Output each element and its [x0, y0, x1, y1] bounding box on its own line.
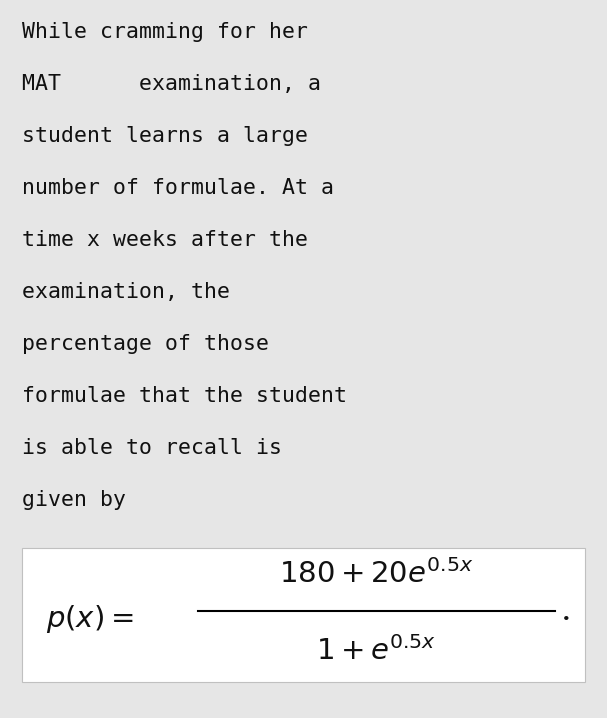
Text: .: . [561, 595, 571, 628]
Text: formulae that the student: formulae that the student [22, 386, 347, 406]
Text: given by: given by [22, 490, 126, 510]
Text: $p(x) =$: $p(x) =$ [46, 602, 134, 635]
Text: $1 + e^{0.5x}$: $1 + e^{0.5x}$ [316, 636, 436, 666]
Text: $180 + 20e^{0.5x}$: $180 + 20e^{0.5x}$ [279, 559, 473, 589]
Text: number of formulae. At a: number of formulae. At a [22, 178, 334, 198]
Text: While cramming for her: While cramming for her [22, 22, 308, 42]
Text: student learns a large: student learns a large [22, 126, 308, 146]
Text: MAT      examination, a: MAT examination, a [22, 74, 321, 94]
Text: is able to recall is: is able to recall is [22, 438, 282, 458]
FancyBboxPatch shape [22, 548, 585, 682]
Text: examination, the: examination, the [22, 282, 230, 302]
Text: time x weeks after the: time x weeks after the [22, 230, 308, 250]
Text: percentage of those: percentage of those [22, 334, 269, 354]
